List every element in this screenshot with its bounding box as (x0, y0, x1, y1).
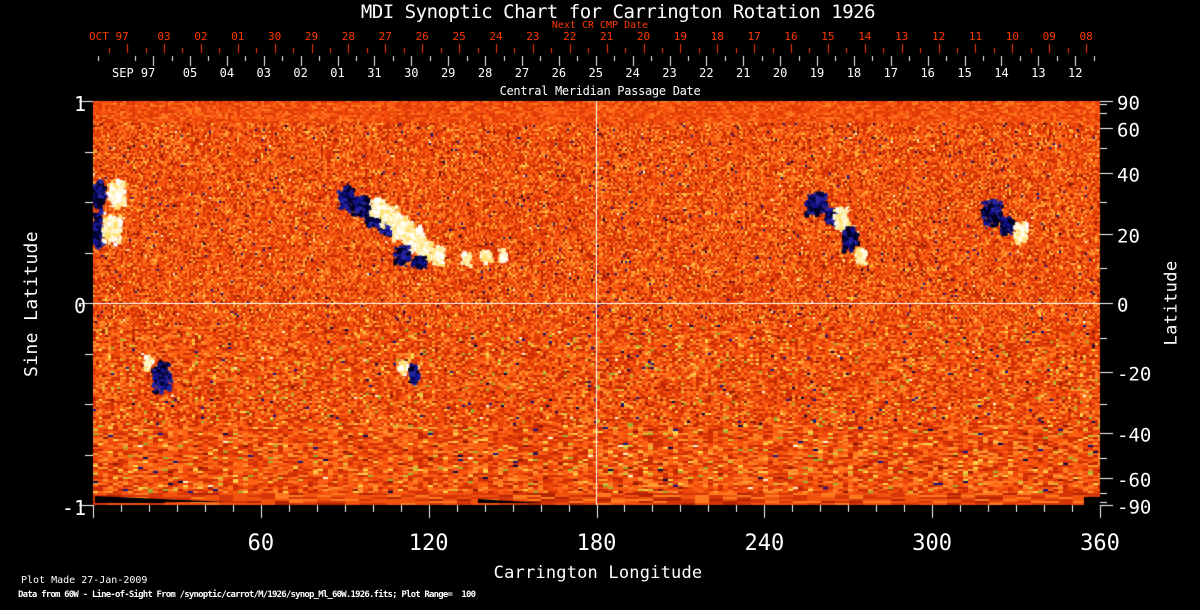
latitude-axis-label: Latitude (1164, 260, 1181, 345)
next-cr-date-label: 25 (452, 31, 465, 42)
cmp-date-label: 22 (699, 67, 713, 79)
cmp-date-label: 04 (220, 67, 234, 79)
next-cr-date-label: 15 (821, 31, 834, 42)
next-cr-date-label: 30 (268, 31, 281, 42)
latitude-tick-label: 0 (1117, 297, 1128, 316)
next-cr-date-label: 23 (526, 31, 539, 42)
latitude-tick-label: -40 (1117, 426, 1151, 445)
next-cr-date-label: 29 (305, 31, 318, 42)
next-cr-date-label: 08 (1080, 31, 1093, 42)
next-cr-date-label: 27 (379, 31, 392, 42)
cmp-date-label: 19 (810, 67, 824, 79)
synoptic-chart-page: MDI Synoptic Chart for Carrington Rotati… (0, 0, 1200, 610)
latitude-tick-label: -60 (1117, 471, 1151, 490)
next-cr-date-label: 19 (674, 31, 687, 42)
cmp-date-label: 24 (625, 67, 639, 79)
longitude-tick-label: 180 (577, 533, 617, 555)
sine-latitude-tick-label: 0 (74, 296, 86, 316)
sine-latitude-tick-label: -1 (62, 498, 86, 518)
next-cr-date-label: 26 (416, 31, 429, 42)
cmp-date-label: 23 (662, 67, 676, 79)
cmp-date-label: 15 (957, 67, 971, 79)
next-cr-date-label: 16 (784, 31, 797, 42)
cmp-date-label: 16 (920, 67, 934, 79)
data-source-text: Data from 60W - Line-of-Sight From /syno… (18, 591, 475, 600)
next-cr-date-label: 13 (895, 31, 908, 42)
next-cr-date-label: 14 (858, 31, 871, 42)
next-cr-date-label: 18 (711, 31, 724, 42)
cmp-date-label: 17 (884, 67, 898, 79)
cmp-date-label: 03 (257, 67, 271, 79)
next-cr-date-label: 03 (157, 31, 170, 42)
next-cr-date-label: 24 (489, 31, 502, 42)
next-cr-month-label: OCT 97 (89, 31, 129, 42)
cmp-date-label: 26 (552, 67, 566, 79)
latitude-tick-label: -20 (1117, 366, 1151, 385)
next-cr-date-label: 17 (748, 31, 761, 42)
next-cr-date-label: 28 (342, 31, 355, 42)
carrington-longitude-axis-label: Carrington Longitude (494, 565, 703, 582)
longitude-tick-label: 360 (1080, 533, 1120, 555)
cmp-date-label: 14 (994, 67, 1008, 79)
cmp-date-label: 01 (330, 67, 344, 79)
cmp-date-label: 02 (293, 67, 307, 79)
cmp-axis-label: Central Meridian Passage Date (500, 85, 701, 97)
cmp-date-label: 25 (589, 67, 603, 79)
latitude-tick-label: 60 (1117, 122, 1140, 141)
cmp-date-label: 13 (1031, 67, 1045, 79)
cmp-date-label: 28 (478, 67, 492, 79)
sine-latitude-axis-label: Sine Latitude (23, 231, 41, 377)
cmp-date-label: 18 (847, 67, 861, 79)
longitude-tick-label: 240 (744, 533, 784, 555)
next-cr-date-label: 20 (637, 31, 650, 42)
next-cr-date-label: 09 (1043, 31, 1056, 42)
cmp-date-label: 12 (1068, 67, 1082, 79)
latitude-tick-label: 90 (1117, 95, 1140, 114)
longitude-tick-label: 120 (409, 533, 449, 555)
longitude-tick-label: 60 (248, 533, 275, 555)
cmp-date-label: 29 (441, 67, 455, 79)
next-cr-date-label: 10 (1006, 31, 1019, 42)
cmp-date-label: 05 (183, 67, 197, 79)
next-cr-date-label: 22 (563, 31, 576, 42)
cmp-date-label: 30 (404, 67, 418, 79)
longitude-tick-label: 300 (912, 533, 952, 555)
next-cr-date-label: 02 (194, 31, 207, 42)
latitude-tick-label: 40 (1117, 167, 1140, 186)
next-cr-date-label: 12 (932, 31, 945, 42)
plot-made-text: Plot Made 27-Jan-2009 (21, 576, 147, 586)
latitude-tick-label: 20 (1117, 227, 1140, 246)
next-cr-date-label: 21 (600, 31, 613, 42)
next-cr-date-label: 11 (969, 31, 982, 42)
cmp-date-label: 20 (773, 67, 787, 79)
latitude-tick-label: -90 (1117, 499, 1151, 518)
sine-latitude-tick-label: 1 (74, 94, 86, 114)
next-cr-date-label: 01 (231, 31, 244, 42)
cmp-date-label: 21 (736, 67, 750, 79)
cmp-date-label: 27 (515, 67, 529, 79)
cmp-month-label: SEP 97 (112, 67, 155, 79)
cmp-date-label: 31 (367, 67, 381, 79)
